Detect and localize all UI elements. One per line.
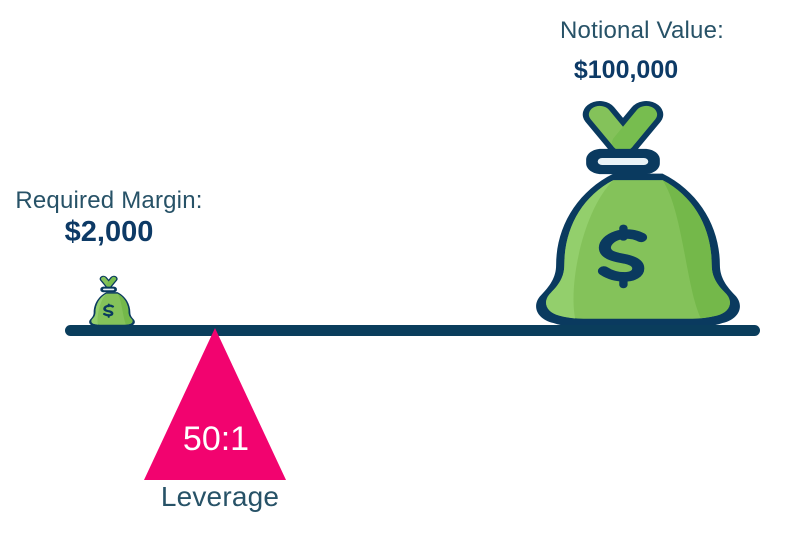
svg-text:50:1: 50:1 xyxy=(183,420,249,458)
